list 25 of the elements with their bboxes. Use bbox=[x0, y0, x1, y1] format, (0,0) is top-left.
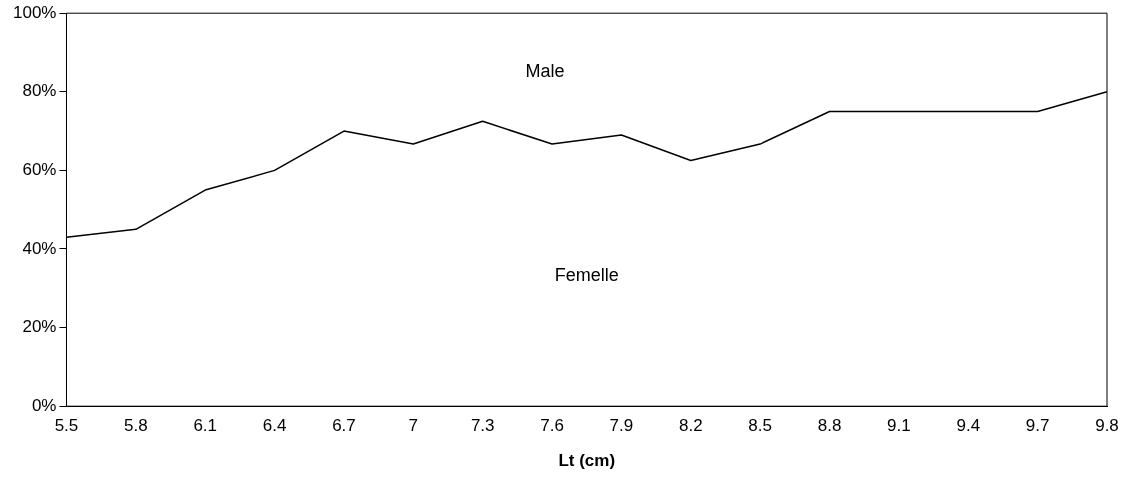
x-tick-label: 9.1 bbox=[887, 416, 911, 436]
x-tick-label: 8.2 bbox=[678, 416, 703, 436]
x-tick-label: 9.4 bbox=[956, 416, 981, 436]
x-axis-title: Lt (cm) bbox=[558, 451, 616, 471]
x-tick-label: 7.3 bbox=[470, 416, 495, 436]
y-tick-label: 100% bbox=[13, 2, 57, 22]
annotation: Male bbox=[525, 61, 565, 82]
x-tick-label: 5.8 bbox=[124, 416, 148, 436]
x-tick-label: 6.1 bbox=[193, 416, 218, 436]
x-tick-label: 7.6 bbox=[540, 416, 564, 436]
x-tick-label: 8.5 bbox=[748, 416, 772, 436]
y-tick-label: 0% bbox=[31, 395, 57, 415]
y-tick-label: 20% bbox=[22, 317, 57, 337]
x-tick-label: 6.7 bbox=[332, 416, 356, 436]
x-tick-label: 9.7 bbox=[1025, 416, 1050, 436]
x-tick-label: 8.8 bbox=[817, 416, 842, 436]
x-tick-label: 6.4 bbox=[262, 416, 287, 436]
x-tick-label: 5.5 bbox=[54, 416, 79, 436]
y-tick-label: 80% bbox=[22, 81, 57, 101]
x-tick-label: 7 bbox=[408, 416, 419, 436]
x-tick-label: 9.8 bbox=[1095, 416, 1119, 436]
y-tick-label: 40% bbox=[22, 238, 57, 258]
annotation: Femelle bbox=[554, 265, 619, 286]
x-tick-label: 7.9 bbox=[609, 416, 634, 436]
y-tick-label: 60% bbox=[22, 160, 57, 180]
